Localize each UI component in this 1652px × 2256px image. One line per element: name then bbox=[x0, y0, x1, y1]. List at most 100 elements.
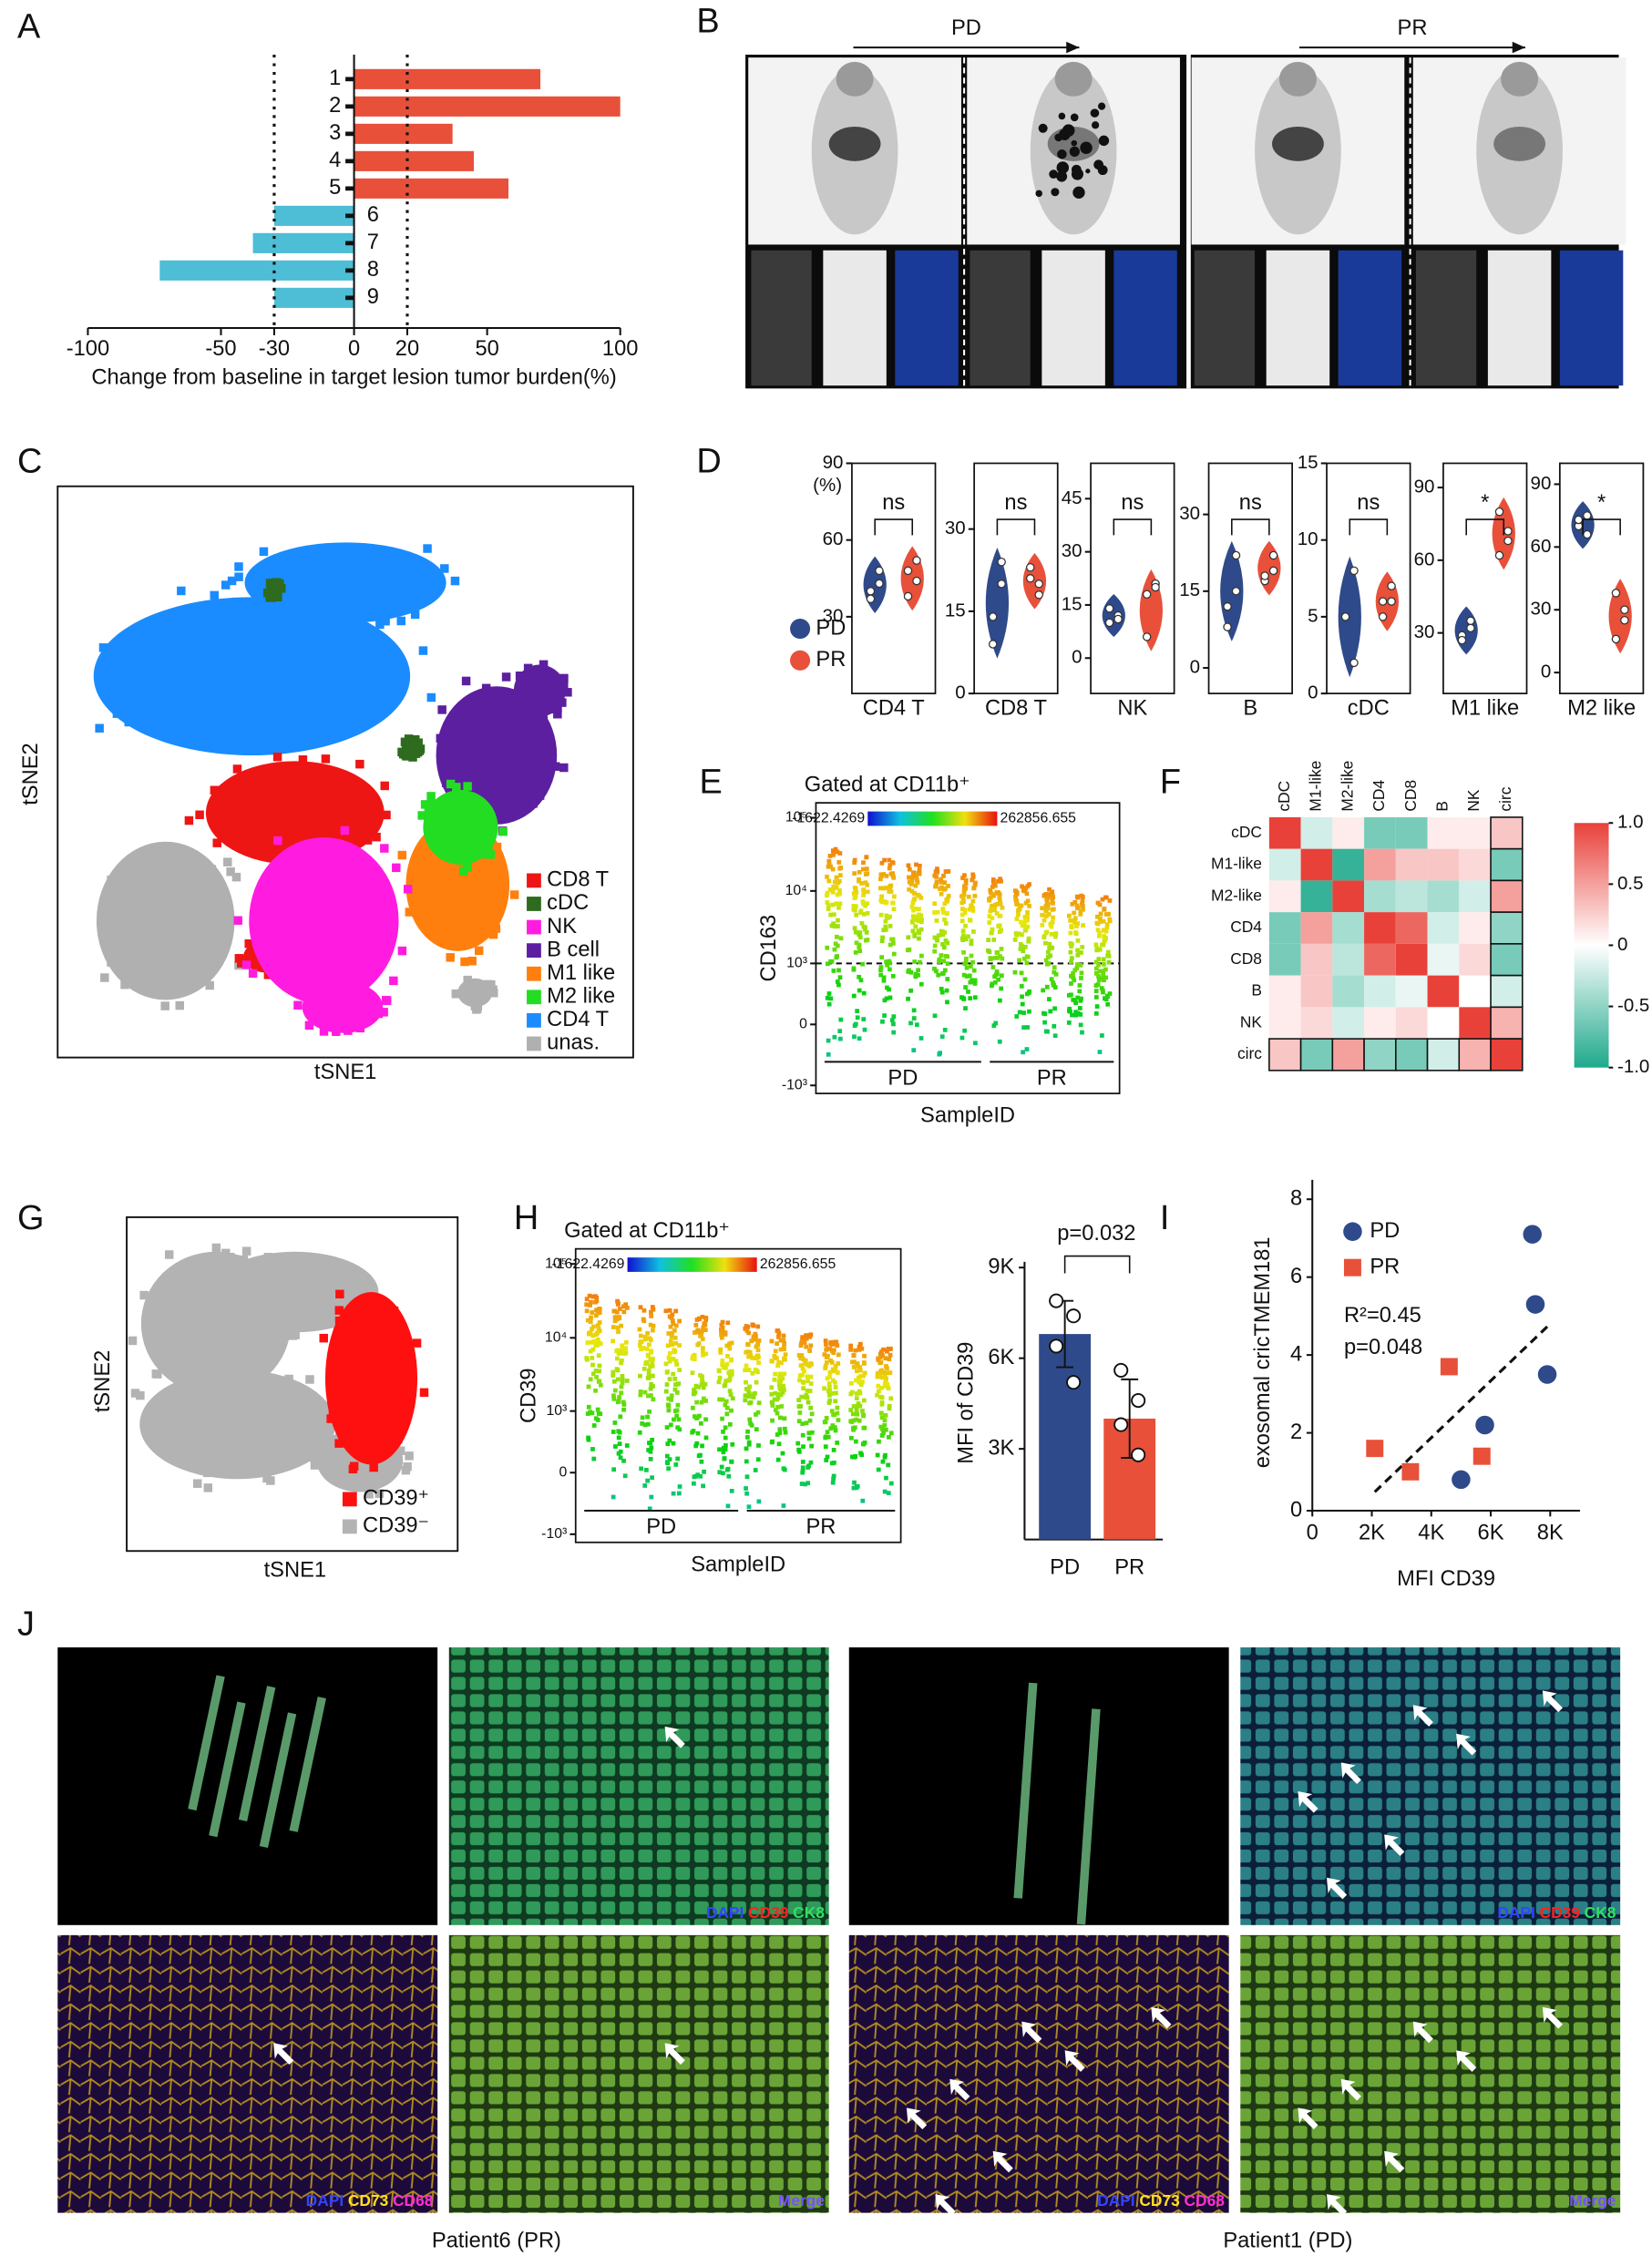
event-dot bbox=[783, 1430, 788, 1435]
stain-name: CD68 bbox=[1185, 2191, 1226, 2210]
event-dot bbox=[586, 1384, 591, 1389]
y-tick-label: 0 bbox=[1290, 1498, 1302, 1522]
heatmap-cell bbox=[1332, 816, 1365, 849]
event-dot bbox=[595, 1343, 600, 1348]
event-dot bbox=[831, 921, 836, 927]
event-dot bbox=[945, 977, 950, 981]
event-dot bbox=[932, 1013, 938, 1019]
event-dot bbox=[832, 923, 837, 928]
event-dot bbox=[825, 945, 830, 950]
event-dot bbox=[703, 1417, 708, 1422]
cluster-cell bbox=[248, 969, 258, 979]
event-dot bbox=[1014, 901, 1019, 907]
event-dot bbox=[836, 878, 842, 884]
arrow bbox=[1298, 1790, 1319, 1813]
event-dot bbox=[1045, 949, 1051, 955]
event-dot bbox=[807, 1418, 813, 1423]
cluster-region bbox=[205, 761, 385, 866]
cluster-cell bbox=[423, 544, 432, 553]
event-dot bbox=[941, 945, 947, 950]
event-dot bbox=[746, 1330, 751, 1336]
event-dot bbox=[667, 1307, 672, 1313]
event-dot bbox=[864, 929, 869, 935]
event-dot bbox=[647, 1409, 652, 1414]
row-label: circ bbox=[1237, 1044, 1262, 1062]
event-dot bbox=[623, 1339, 629, 1345]
event-dot bbox=[961, 933, 966, 938]
event-dot bbox=[862, 1370, 867, 1376]
event-dot bbox=[666, 1331, 672, 1336]
panel-label: H bbox=[514, 1199, 539, 1237]
event-dot bbox=[827, 1385, 832, 1389]
violin bbox=[1454, 606, 1478, 655]
event-dot bbox=[1073, 1000, 1079, 1005]
event-dot bbox=[988, 887, 993, 893]
y-tick-label: 10 bbox=[1298, 528, 1319, 549]
event-dot bbox=[999, 986, 1004, 991]
event-dot bbox=[946, 884, 950, 888]
image-caption: Patient1 (PD) bbox=[1223, 2229, 1352, 2252]
event-dot bbox=[969, 953, 974, 959]
heatmap-cell bbox=[1459, 1007, 1492, 1040]
heatmap-cell bbox=[1300, 880, 1333, 913]
event-dot bbox=[912, 896, 918, 901]
event-dot bbox=[939, 986, 944, 991]
image-caption: Patient6 (PR) bbox=[432, 2229, 561, 2252]
event-dot bbox=[852, 1034, 857, 1040]
event-dot bbox=[611, 1308, 617, 1314]
category-label: CD8 T bbox=[985, 697, 1047, 721]
event-dot bbox=[777, 1431, 783, 1436]
event-dot bbox=[588, 1348, 593, 1354]
event-dot bbox=[674, 1390, 680, 1395]
event-dot bbox=[888, 863, 893, 867]
event-dot bbox=[673, 1359, 679, 1364]
cluster-cell bbox=[241, 1321, 251, 1330]
heatmap-cell bbox=[1490, 816, 1524, 850]
event-dot bbox=[796, 1398, 801, 1402]
event-dot bbox=[1079, 970, 1084, 976]
event-dot bbox=[773, 1348, 778, 1354]
event-dot bbox=[850, 1411, 856, 1417]
cluster-cell bbox=[509, 699, 519, 709]
event-dot bbox=[831, 1339, 836, 1345]
heatmap-cell bbox=[1300, 848, 1333, 881]
event-dot bbox=[918, 919, 924, 925]
event-dot bbox=[724, 1361, 730, 1367]
if-image bbox=[57, 1934, 438, 2213]
legend-label: PD bbox=[816, 616, 846, 640]
event-dot bbox=[670, 1312, 675, 1318]
event-dot bbox=[619, 1390, 624, 1396]
annotation: R²=0.45 bbox=[1344, 1304, 1421, 1328]
event-dot bbox=[837, 901, 843, 907]
pet-lesion bbox=[1049, 169, 1059, 179]
event-dot bbox=[637, 1430, 642, 1435]
event-dot bbox=[835, 1370, 840, 1375]
event-dot bbox=[887, 857, 892, 863]
cluster-cell bbox=[417, 811, 426, 820]
cluster-cell bbox=[319, 1027, 329, 1036]
cluster-cell bbox=[340, 825, 350, 836]
event-dot bbox=[993, 1020, 999, 1026]
stain-legend: DAPI CD73 CD68 bbox=[1097, 2191, 1225, 2210]
y-tick-label: 0 bbox=[799, 1016, 807, 1031]
event-dot bbox=[825, 961, 830, 967]
event-dot bbox=[669, 1315, 674, 1320]
event-dot bbox=[585, 1318, 590, 1323]
event-dot bbox=[648, 1357, 653, 1362]
cluster-cell bbox=[380, 781, 389, 791]
event-dot bbox=[597, 1320, 602, 1325]
event-dot bbox=[823, 1338, 828, 1343]
event-dot bbox=[854, 889, 859, 895]
violin bbox=[985, 547, 1010, 659]
heatmap-cell bbox=[1300, 943, 1333, 976]
event-dot bbox=[891, 941, 896, 946]
event-dot bbox=[746, 1440, 752, 1445]
event-dot bbox=[857, 869, 862, 875]
cluster-cell bbox=[192, 1479, 202, 1488]
y-tick-label: 5 bbox=[1308, 605, 1318, 626]
cluster-cell bbox=[332, 1027, 341, 1036]
event-dot bbox=[996, 878, 1000, 884]
event-dot bbox=[648, 1322, 653, 1328]
cluster-cell bbox=[164, 1250, 174, 1259]
event-dot bbox=[799, 1340, 804, 1346]
